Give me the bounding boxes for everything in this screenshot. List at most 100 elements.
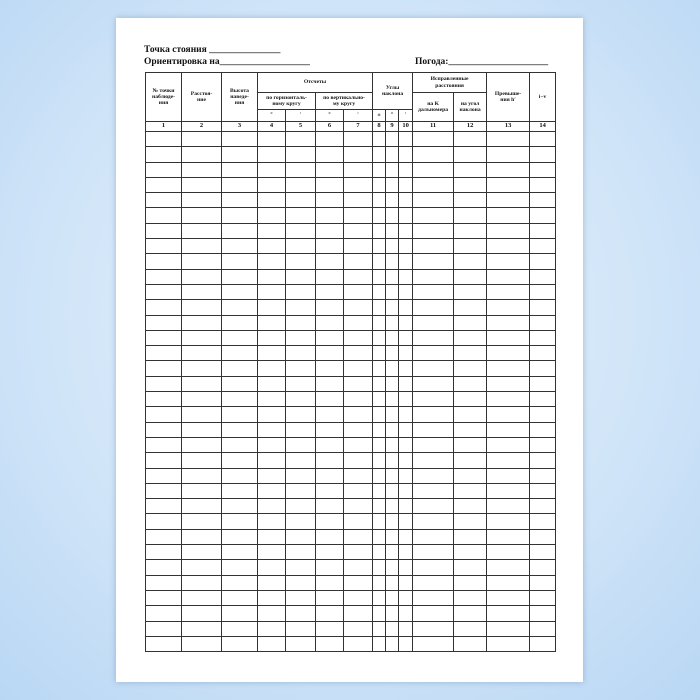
blank-cell [285,528,316,546]
blank-cell [529,345,557,362]
blank-cell [486,452,531,469]
blank-row [145,375,557,393]
blank-cell [221,176,258,194]
blank-cell [315,238,344,255]
blank-cell [221,544,258,561]
blank-cell [372,299,387,316]
blank-row [145,161,557,178]
header-cell: Отсчеты [256,72,374,93]
blank-row [145,207,557,224]
blank-cell [145,452,182,469]
blank-cell [385,620,400,637]
blank-cell [342,345,374,362]
blank-cell [398,482,414,500]
blank-cell [529,467,557,484]
blank-cell [412,345,455,362]
column-number: 5 [285,121,316,132]
blank-cell [315,314,344,331]
blank-cell [412,299,455,316]
blank-cell [315,299,344,316]
blank-cell [257,146,286,163]
blank-row [145,574,557,591]
blank-cell [398,498,414,515]
blank-cell [385,544,400,561]
header-cell: Расстоя- ние [181,72,222,122]
blank-cell [398,268,414,285]
blank-cell [453,421,488,438]
column-number: 4 [257,121,286,132]
blank-cell [342,498,374,515]
blank-cell [453,299,488,316]
blank-cell [285,589,316,607]
blank-row [145,605,557,622]
blank-cell [398,589,414,607]
blank-cell [529,589,557,607]
blank-cell [372,421,387,438]
blank-cell [257,635,286,653]
blank-cell [412,528,455,546]
blank-cell [486,222,531,240]
blank-cell [315,192,344,209]
blank-cell [529,161,557,178]
blank-cell [398,329,414,347]
blank-cell [315,161,344,178]
blank-row [145,421,557,438]
blank-cell [453,544,488,561]
blank-cell [145,498,182,515]
blank-cell [453,192,488,209]
blank-cell [315,498,344,515]
blank-cell [342,574,374,591]
blank-cell [145,299,182,316]
blank-cell [372,498,387,515]
blank-cell [181,222,222,240]
blank-cell [285,207,316,224]
blank-cell [221,421,258,438]
blank-cell [221,406,258,423]
blank-cell [385,605,400,622]
blank-cell [385,513,400,530]
blank-cell [372,283,387,301]
blank-cell [145,436,182,454]
blank-cell [257,130,286,148]
blank-cell [385,268,400,285]
blank-cell [486,375,531,393]
blank-cell [342,146,374,163]
blank-cell [412,482,455,500]
blank-cell [145,345,182,362]
column-number: 8 [372,121,387,132]
blank-cell [315,421,344,438]
blank-cell [486,605,531,622]
blank-cell [221,605,258,622]
blank-cell [257,436,286,454]
blank-cell [181,345,222,362]
blank-row [145,253,557,270]
blank-cell [453,222,488,240]
blank-cell [486,299,531,316]
blank-cell [257,207,286,224]
blank-cell [372,176,387,194]
blank-cell [145,482,182,500]
blank-cell [257,345,286,362]
blank-cell [342,513,374,530]
weather-field: Погода:_____________________ [415,57,549,67]
blank-cell [412,406,455,423]
header-cell: по горизонталь- ному кругу [257,92,316,110]
blank-cell [342,375,374,393]
blank-cell [372,222,387,240]
blank-cell [181,421,222,438]
blank-row [145,345,557,362]
blank-cell [285,314,316,331]
blank-cell [221,559,258,576]
blank-cell [372,544,387,561]
blank-cell [453,498,488,515]
blank-cell [398,146,414,163]
blank-cell [529,176,557,194]
blank-cell [315,375,344,393]
blank-cell [372,360,387,377]
blank-cell [285,345,316,362]
blank-cell [221,329,258,347]
blank-cell [221,222,258,240]
blank-cell [372,268,387,285]
blank-cell [529,452,557,469]
blank-cell [145,268,182,285]
